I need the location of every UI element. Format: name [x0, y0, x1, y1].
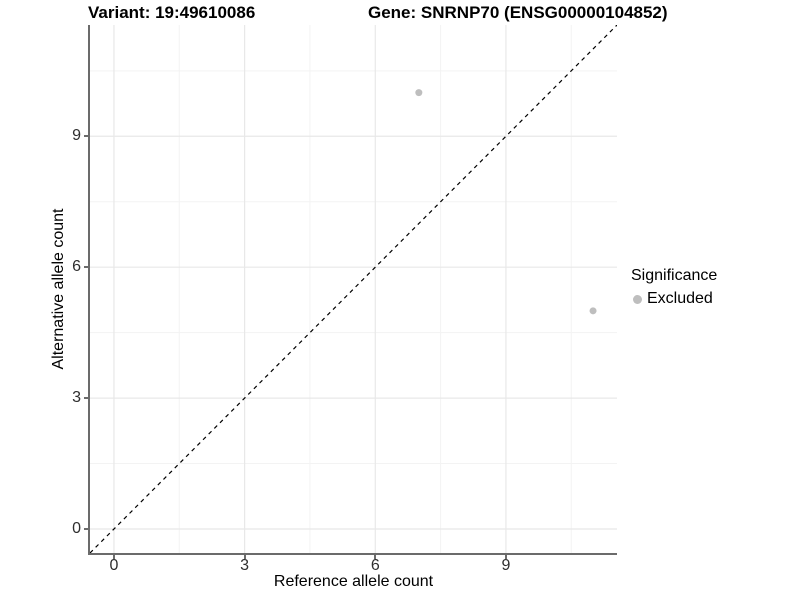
x-tick-mark — [243, 555, 246, 559]
data-point — [589, 307, 597, 315]
y-tick-label: 3 — [72, 389, 81, 407]
y-tick-label: 6 — [72, 258, 81, 276]
legend: Significance Excluded — [631, 266, 717, 309]
y-tick-mark — [84, 266, 88, 269]
x-tick-mark — [504, 555, 507, 559]
y-tick-label: 9 — [72, 127, 81, 145]
legend-item-label: Excluded — [647, 290, 713, 307]
x-tick-label: 0 — [109, 557, 119, 574]
x-tick-mark — [112, 555, 115, 559]
x-tick-label: 9 — [501, 557, 511, 574]
data-point — [415, 89, 423, 97]
y-tick-mark — [84, 397, 88, 400]
y-tick-label: 0 — [72, 520, 81, 537]
x-tick-label: 3 — [240, 557, 250, 574]
y-tick-mark — [84, 528, 88, 530]
legend-title: Significance — [631, 267, 718, 284]
x-tick-label: 6 — [370, 557, 380, 574]
variant-title: Variant: 19:49610086 — [88, 3, 256, 22]
plot-panel — [90, 25, 617, 553]
x-tick-mark — [374, 555, 377, 559]
x-axis-title: Reference allele count — [273, 573, 434, 590]
legend-item-excluded: Excluded — [631, 289, 717, 309]
y-tick-mark — [84, 135, 88, 138]
y-axis-line — [88, 25, 90, 555]
identity-line — [90, 25, 617, 553]
legend-point-icon — [633, 294, 642, 304]
x-axis-line — [88, 553, 617, 555]
y-axis-title: Alternative allele count — [50, 208, 67, 370]
gene-title: Gene: SNRNP70 (ENSG00000104852) — [368, 3, 668, 22]
